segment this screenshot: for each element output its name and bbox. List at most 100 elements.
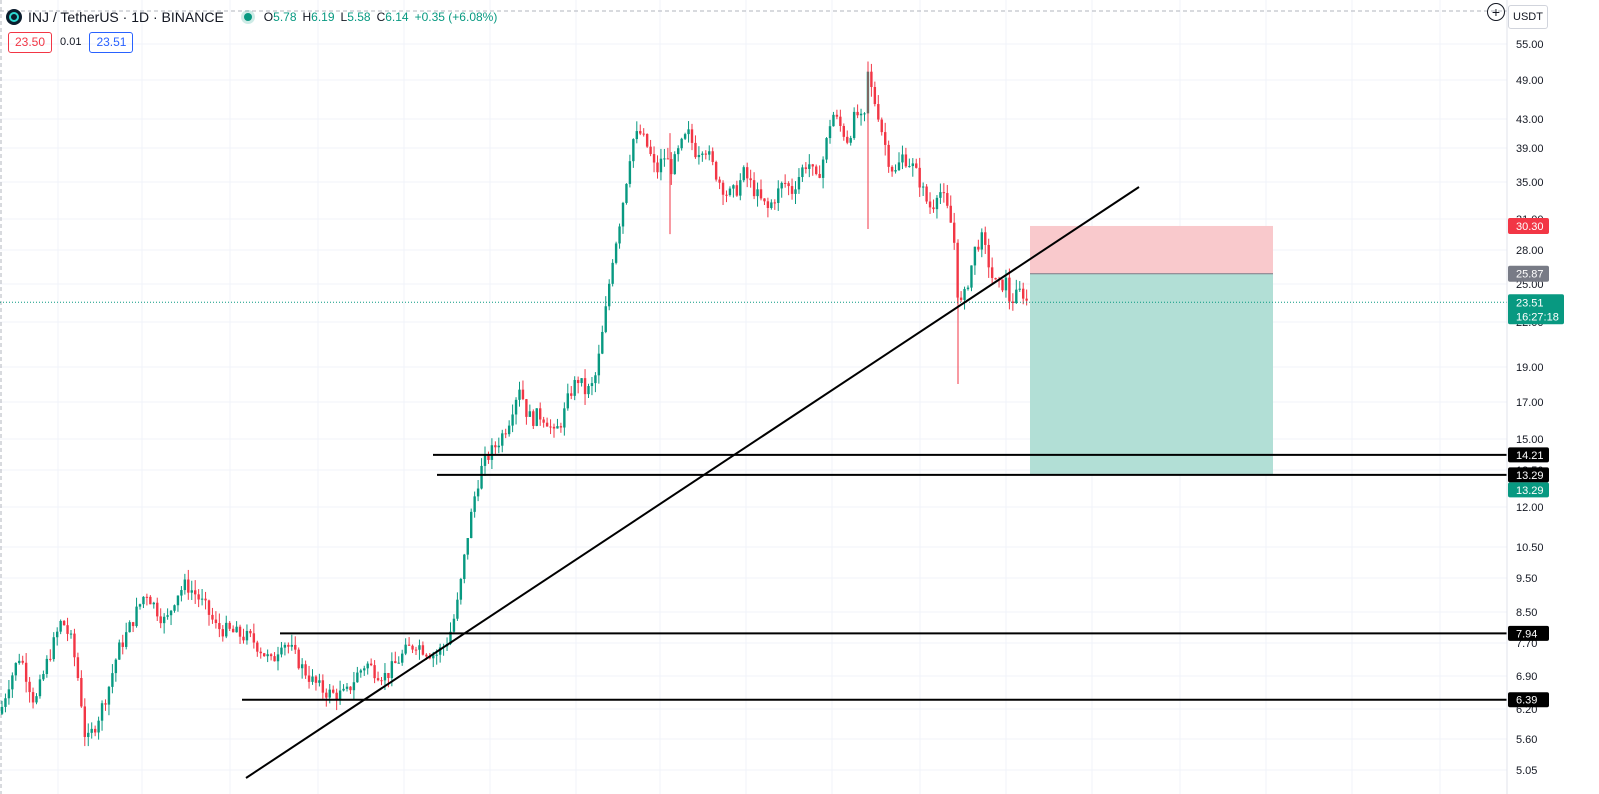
candle (925, 184, 928, 204)
candle (90, 722, 93, 739)
candle (504, 428, 507, 439)
high-label: H (302, 10, 312, 24)
candle (621, 201, 625, 234)
candle (42, 670, 45, 682)
price-axis[interactable]: 55.0049.0043.0039.0035.0031.0028.0025.00… (1506, 0, 1599, 794)
candle (711, 147, 714, 166)
candle (311, 669, 314, 685)
level-price-tag: 6.39 (1508, 692, 1549, 708)
candle (959, 291, 963, 302)
y-tick-label: 17.00 (1516, 397, 1544, 409)
candle (373, 660, 376, 684)
candle (1008, 268, 1011, 310)
candle (583, 369, 587, 405)
candle (218, 613, 221, 638)
candle (542, 416, 545, 428)
candle (290, 634, 293, 651)
candle (752, 172, 756, 200)
candle (687, 121, 690, 143)
candle (918, 157, 921, 197)
symbol-title[interactable]: INJ / TetherUS · 1D · BINANCE (28, 9, 224, 25)
candle (45, 655, 49, 678)
y-tick-label: 35.00 (1516, 177, 1544, 189)
candle (325, 688, 328, 707)
candle (566, 383, 569, 411)
candle (863, 112, 866, 122)
candle (614, 241, 618, 265)
candle (511, 404, 514, 433)
candle (1025, 289, 1028, 306)
candle (721, 180, 725, 206)
candle (138, 603, 142, 610)
sell-price-button[interactable]: 23.50 (8, 31, 53, 53)
candle (173, 604, 176, 613)
candle (890, 165, 894, 177)
candle (728, 186, 732, 197)
candle (349, 686, 352, 695)
candle (849, 135, 852, 146)
candle (376, 671, 380, 682)
candle (200, 589, 204, 606)
candle (628, 154, 632, 188)
candle (635, 121, 638, 144)
candle (149, 595, 152, 605)
candle (466, 538, 469, 560)
add-plus-icon[interactable]: + (1487, 3, 1505, 21)
candle (901, 145, 904, 170)
candle (756, 182, 759, 207)
candle (642, 128, 645, 137)
candle (828, 119, 832, 144)
candle (221, 625, 224, 642)
candle (790, 178, 794, 200)
y-tick-label: 9.50 (1516, 573, 1537, 585)
candle (104, 699, 107, 711)
y-tick-label: 12.00 (1516, 502, 1544, 514)
candle (159, 608, 162, 629)
candle (256, 640, 259, 657)
candle (1022, 282, 1025, 305)
candle (283, 642, 287, 656)
candle (294, 636, 297, 655)
candle (994, 277, 997, 280)
candle (100, 700, 104, 731)
position-zones[interactable] (1030, 225, 1273, 475)
candle (397, 656, 400, 664)
candle (887, 140, 890, 173)
trend-line[interactable] (245, 186, 1140, 779)
candle (545, 417, 549, 427)
candle (418, 639, 421, 660)
y-tick-label: 7.70 (1516, 638, 1537, 650)
candle (518, 381, 521, 407)
candle (704, 150, 707, 160)
candle (59, 619, 62, 635)
support-resistance-lines[interactable] (242, 453, 1507, 701)
candle (156, 597, 159, 621)
candle (359, 668, 362, 678)
candle (228, 621, 231, 632)
candle (69, 630, 73, 639)
candle (514, 397, 518, 425)
candle (473, 491, 476, 518)
last-price-label: 23.51 (1516, 297, 1544, 309)
candle (580, 378, 583, 387)
currency-selector[interactable]: USDT (1508, 5, 1548, 29)
candle (194, 580, 197, 604)
candle (121, 634, 124, 655)
candle (645, 133, 649, 148)
buy-price-button[interactable]: 23.51 (89, 31, 134, 53)
candle (345, 682, 349, 692)
y-tick-label: 28.00 (1516, 245, 1544, 257)
candle (732, 184, 735, 198)
candle (242, 628, 245, 644)
svg-text:14.21: 14.21 (1516, 450, 1544, 462)
candle (152, 601, 155, 609)
candle (880, 117, 883, 136)
candle (125, 622, 128, 650)
candle (818, 165, 821, 179)
candle (821, 156, 825, 189)
candle (652, 146, 656, 173)
candle (318, 673, 321, 687)
candle (587, 383, 590, 398)
candle (987, 238, 990, 278)
